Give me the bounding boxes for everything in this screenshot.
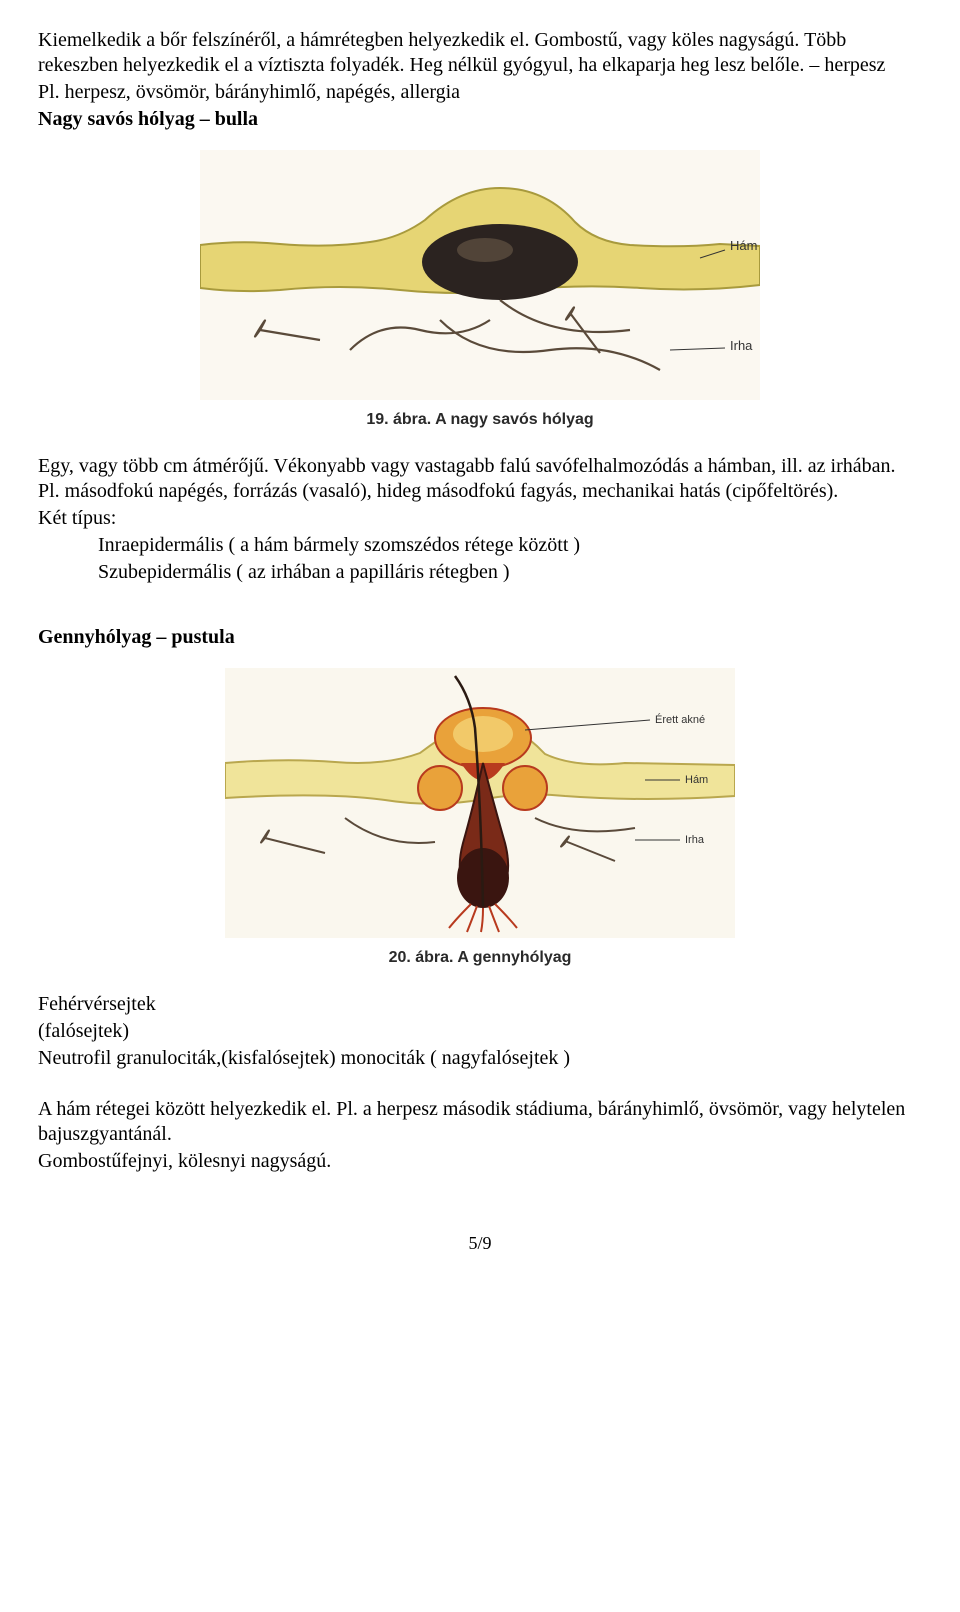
intro-p1: Kiemelkedik a bőr felszínéről, a hámréte… xyxy=(38,28,922,78)
tail-p5: Gombostűfejnyi, kölesnyi nagyságú. xyxy=(38,1149,922,1174)
mid-li1: Inraepidermális ( a hám bármely szomszéd… xyxy=(38,533,922,558)
mid-p1: Egy, vagy több cm átmérőjű. Vékonyabb va… xyxy=(38,454,922,504)
figure-pustula-svg: Érett akné Hám Irha xyxy=(225,668,735,938)
page-number: 5/9 xyxy=(38,1232,922,1255)
figure-bulla: Hám Irha 19. ábra. A nagy savós hólyag xyxy=(38,150,922,430)
mid-li2: Szubepidermális ( az irhában a papillári… xyxy=(38,560,922,585)
fig2-caption: 20. ábra. A gennyhólyag xyxy=(389,948,572,968)
fig1-caption: 19. ábra. A nagy savós hólyag xyxy=(366,410,593,430)
figure-pustula: Érett akné Hám Irha 20. ábra. A gennyhól… xyxy=(38,668,922,968)
fig1-label-ham: Hám xyxy=(730,238,757,253)
intro-p3: Nagy savós hólyag – bulla xyxy=(38,107,922,132)
fig1-label-irha: Irha xyxy=(730,338,753,353)
fig2-label-akne: Érett akné xyxy=(655,713,705,726)
intro-p2: Pl. herpesz, övsömör, bárányhimlő, napég… xyxy=(38,80,922,105)
tail-p4: A hám rétegei között helyezkedik el. Pl.… xyxy=(38,1097,922,1147)
figure-bulla-svg: Hám Irha xyxy=(200,150,760,400)
fig2-label-ham: Hám xyxy=(685,774,708,786)
tail-p1: Fehérvérsejtek xyxy=(38,992,922,1017)
heading-pustula: Gennyhólyag – pustula xyxy=(38,625,922,650)
fig2-label-irha: Irha xyxy=(685,834,705,846)
mid-p2: Két típus: xyxy=(38,506,922,531)
tail-p2: (falósejtek) xyxy=(38,1019,922,1044)
tail-p3: Neutrofil granulociták,(kisfalósejtek) m… xyxy=(38,1046,922,1071)
